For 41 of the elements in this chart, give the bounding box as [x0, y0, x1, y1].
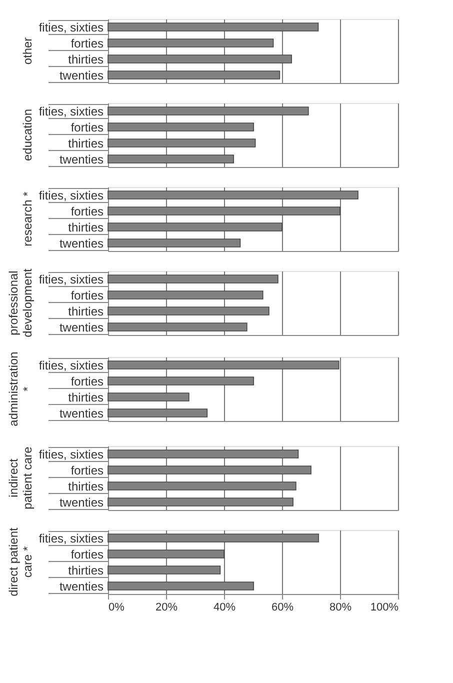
y-tick-label: forties [70, 548, 104, 562]
text: direct patient care * [6, 526, 34, 596]
y-tick-label: forties [70, 464, 104, 478]
text: administration * [6, 352, 34, 426]
y-tick-label: fities, sixties [38, 20, 104, 34]
y-tick-label: fities, sixties [38, 104, 104, 118]
y-tick-label: fities, sixties [38, 272, 104, 286]
y-tick-label: forties [70, 120, 104, 134]
y-tick-label: forties [70, 204, 104, 218]
y-tick-label: forties [70, 36, 104, 50]
y-tick-label: twenties [59, 406, 104, 420]
y-tick-label: forties [70, 374, 104, 388]
y-tick-label: thirties [68, 564, 104, 578]
x-tick-label: 80% [329, 602, 352, 614]
y-tick-label: thirties [68, 480, 104, 494]
text: other [20, 37, 34, 65]
y-tick-label: forties [70, 288, 104, 302]
text: indirect patient care [6, 446, 34, 510]
x-tick-label: 100% [370, 602, 399, 614]
y-tick-label: thirties [68, 52, 104, 66]
text: education [20, 108, 34, 162]
y-tick-label: fities, sixties [38, 188, 104, 202]
y-tick-label: twenties [59, 496, 104, 510]
x-tick-label: 0% [108, 602, 125, 614]
y-tick-label: fities, sixties [38, 358, 104, 372]
y-tick-label: twenties [59, 68, 104, 82]
y-tick-label: twenties [59, 236, 104, 250]
text: research * [20, 191, 34, 246]
y-tick-label: thirties [68, 390, 104, 404]
x-tick-label: 40% [213, 602, 236, 614]
y-tick-label: thirties [68, 136, 104, 150]
y-tick-label: fities, sixties [38, 448, 104, 462]
x-tick-label: 20% [155, 602, 178, 614]
y-tick-label: fities, sixties [38, 532, 104, 546]
x-tick-label: 60% [271, 602, 294, 614]
y-tick-label: twenties [59, 320, 104, 334]
y-tick-label: thirties [68, 220, 104, 234]
y-tick-label: twenties [59, 580, 104, 594]
y-tick-label: twenties [59, 152, 104, 166]
text: professional development [6, 268, 34, 338]
y-tick-label: thirties [68, 304, 104, 318]
